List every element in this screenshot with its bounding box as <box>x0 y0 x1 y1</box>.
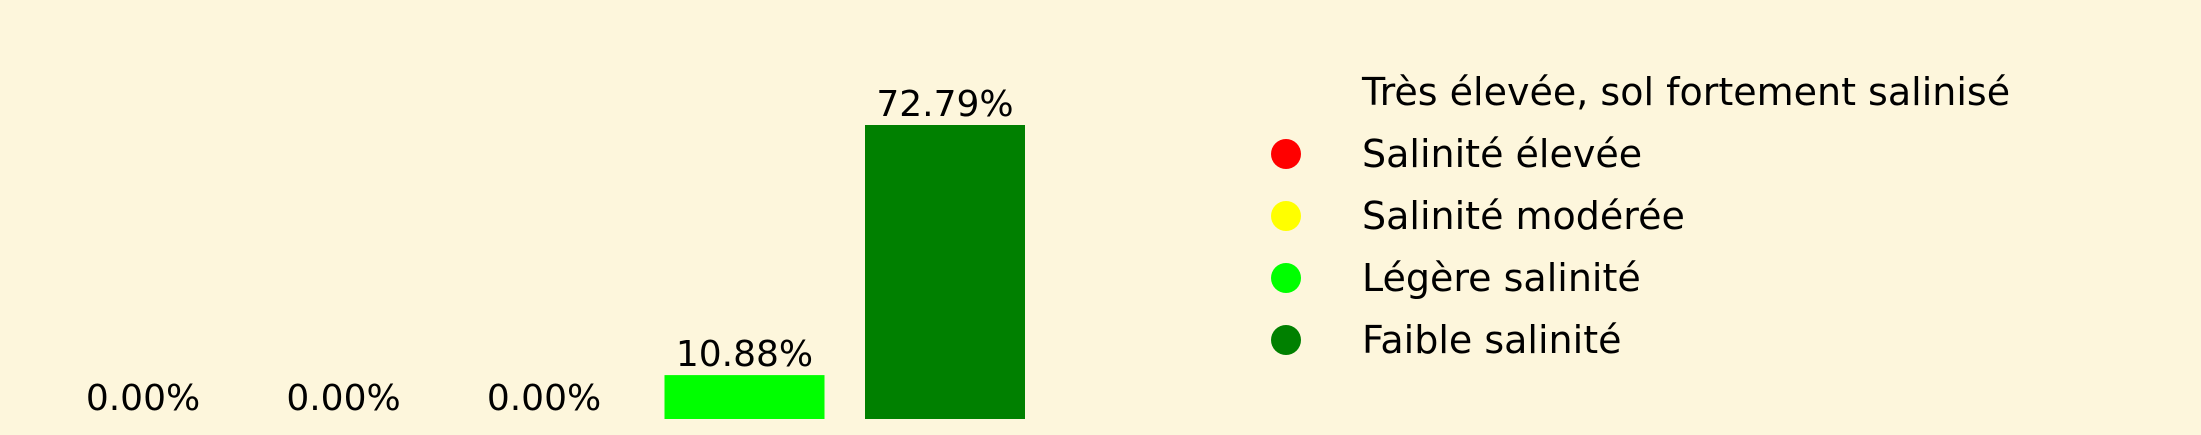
legend-label-3: Salinité modérée <box>1362 194 1685 238</box>
data-label-4: 10.88% <box>676 334 813 375</box>
legend-label-2: Salinité élevée <box>1362 132 1642 176</box>
data-label-1: 0.00% <box>86 378 200 419</box>
bars-layer <box>664 125 1025 419</box>
legend-item-2: Salinité élevée <box>1271 132 1642 176</box>
legend: Très élevée, sol fortement salinisé Salin… <box>1271 70 2010 362</box>
legend-label-4: Légère salinité <box>1362 256 1641 300</box>
legend-marker-4 <box>1271 263 1301 293</box>
bar-5 <box>865 125 1025 419</box>
legend-label-1: Très élevée, sol fortement salinisé <box>1361 70 2010 114</box>
legend-item-5: Faible salinité <box>1271 318 1621 362</box>
legend-label-5: Faible salinité <box>1362 318 1621 362</box>
legend-item-1: Très élevée, sol fortement salinisé <box>1361 70 2010 114</box>
data-label-3: 0.00% <box>487 378 601 419</box>
legend-marker-3 <box>1271 201 1301 231</box>
legend-marker-5 <box>1271 325 1301 355</box>
legend-marker-2 <box>1271 139 1301 169</box>
bar-4 <box>664 375 825 419</box>
legend-item-3: Salinité modérée <box>1271 194 1685 238</box>
legend-item-4: Légère salinité <box>1271 256 1641 300</box>
data-label-2: 0.00% <box>286 378 400 419</box>
data-label-5: 72.79% <box>876 84 1013 125</box>
data-labels-layer: 0.00% 0.00% 0.00% 10.88% 72.79% <box>86 84 1014 419</box>
